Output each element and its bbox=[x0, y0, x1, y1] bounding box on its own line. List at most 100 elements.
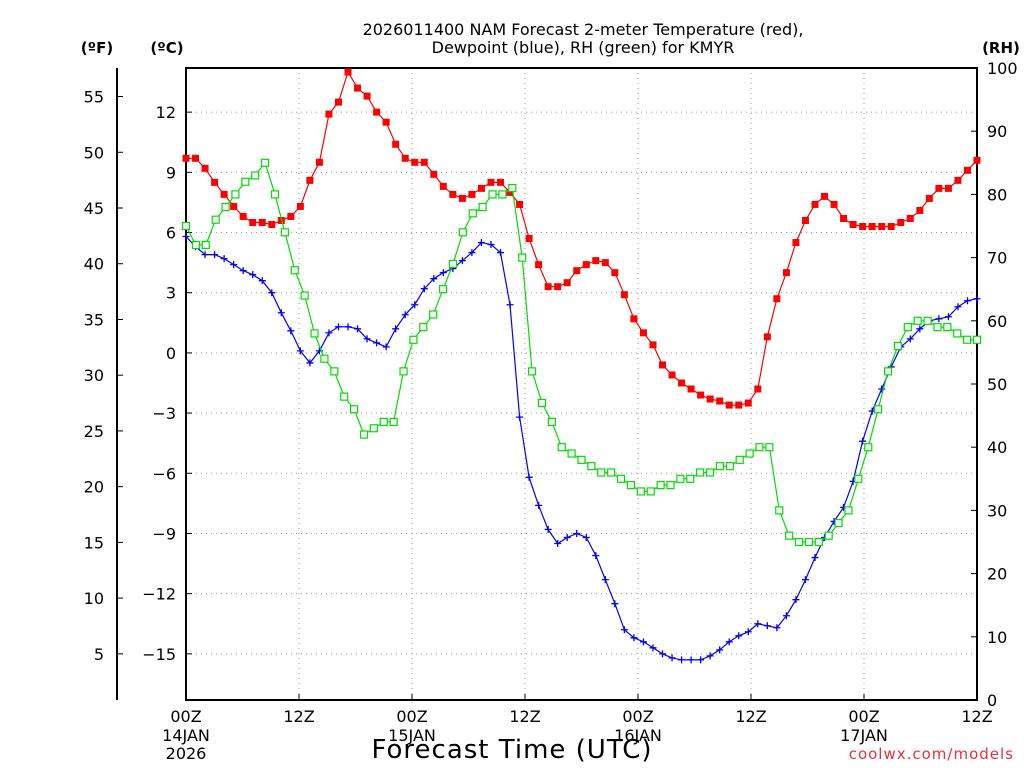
dewpoint-point bbox=[296, 347, 304, 355]
temperature-point bbox=[735, 401, 743, 409]
dewpoint-point bbox=[563, 533, 571, 541]
celsius-tick-label: −9 bbox=[152, 524, 176, 543]
time-tick-label: 12Z bbox=[735, 707, 766, 726]
temperature-point bbox=[792, 239, 800, 247]
rh-point bbox=[824, 531, 833, 540]
rh-point bbox=[676, 474, 685, 483]
rh-point bbox=[755, 443, 764, 452]
temperature-point bbox=[201, 164, 209, 172]
date-tick-label: 15JAN bbox=[388, 726, 436, 745]
rh-point bbox=[241, 177, 250, 186]
year-tick-label: 2026 bbox=[166, 744, 207, 763]
temperature-point bbox=[744, 399, 752, 407]
dewpoint-point bbox=[334, 323, 342, 331]
dewpoint-point bbox=[211, 251, 219, 259]
rh-point bbox=[725, 462, 734, 471]
temperature-point bbox=[849, 220, 857, 228]
celsius-tick-label: −15 bbox=[142, 645, 176, 664]
temperature-point bbox=[544, 283, 552, 291]
dewpoint-point bbox=[735, 632, 743, 640]
fahrenheit-tick-label: 50 bbox=[84, 143, 104, 162]
dewpoint-point bbox=[182, 233, 190, 241]
dewpoint-line bbox=[185, 236, 978, 661]
temperature-point bbox=[668, 371, 676, 379]
dewpoint-point bbox=[954, 303, 962, 311]
celsius-tick-label: 6 bbox=[166, 224, 176, 243]
rh-point bbox=[913, 316, 922, 325]
temperature-point bbox=[821, 192, 829, 200]
rh-unit-label: (RH) bbox=[982, 39, 1020, 57]
fahrenheit-tick-label: 55 bbox=[84, 88, 104, 107]
temperature-point bbox=[296, 202, 304, 210]
dewpoint-point bbox=[706, 652, 714, 660]
dewpoint-point bbox=[668, 654, 676, 662]
dewpoint-point bbox=[477, 239, 485, 247]
series-dewpoint bbox=[182, 233, 981, 664]
dewpoint-point bbox=[392, 325, 400, 333]
dewpoint-point bbox=[201, 251, 209, 259]
temperature-point bbox=[859, 223, 867, 231]
data-series bbox=[181, 68, 982, 664]
rh-point bbox=[369, 424, 378, 433]
rh-point bbox=[379, 417, 388, 427]
dewpoint-point bbox=[744, 628, 752, 636]
rh-point bbox=[775, 506, 784, 515]
rh-point bbox=[567, 449, 576, 458]
dewpoint-point bbox=[725, 638, 733, 646]
temperature-point bbox=[468, 190, 476, 198]
dewpoint-point bbox=[611, 600, 619, 608]
temperature-point bbox=[192, 154, 200, 162]
rh-point bbox=[765, 443, 774, 452]
temperature-point bbox=[963, 166, 971, 174]
time-tick-label: 00Z bbox=[170, 707, 201, 726]
x-axis-title: Forecast Time (UTC) bbox=[371, 735, 652, 765]
rh-tick-label: 100 bbox=[987, 59, 1018, 78]
rh-point bbox=[300, 291, 309, 300]
temperature-point bbox=[840, 214, 848, 222]
dewpoint-point bbox=[935, 315, 943, 323]
temperature-point bbox=[611, 269, 619, 277]
rh-tick-label: 40 bbox=[987, 438, 1007, 457]
dewpoint-point bbox=[811, 554, 819, 562]
rh-point bbox=[666, 481, 675, 490]
dewpoint-point bbox=[516, 413, 524, 421]
dewpoint-point bbox=[639, 638, 647, 646]
dewpoint-point bbox=[458, 257, 466, 265]
temperature-point bbox=[649, 341, 657, 349]
date-tick-label: 16JAN bbox=[614, 726, 662, 745]
rh-point bbox=[310, 329, 319, 338]
rh-point bbox=[715, 462, 725, 471]
temperature-point bbox=[182, 154, 190, 162]
dewpoint-point bbox=[963, 297, 971, 305]
dewpoint-point bbox=[411, 301, 419, 309]
series-temperature bbox=[182, 68, 981, 409]
temperature-point bbox=[639, 329, 647, 337]
temperature-point bbox=[344, 68, 352, 76]
fahrenheit-tick-label: 35 bbox=[84, 310, 104, 329]
rh-point bbox=[972, 335, 982, 344]
chart-title: 2026011400 NAM Forecast 2-meter Temperat… bbox=[363, 20, 804, 57]
rh-point bbox=[883, 367, 893, 376]
temperature-point bbox=[516, 200, 524, 208]
dewpoint-point bbox=[659, 650, 667, 658]
time-tick-label: 00Z bbox=[396, 707, 427, 726]
temperature-point bbox=[659, 361, 667, 369]
rh-point bbox=[261, 158, 270, 167]
gridlines bbox=[186, 68, 977, 700]
temperature-point bbox=[477, 184, 485, 192]
temperature-point bbox=[630, 315, 638, 323]
temperature-point bbox=[449, 190, 457, 198]
celsius-tick-label: 3 bbox=[166, 284, 176, 303]
celsius-tick-label: −6 bbox=[152, 464, 176, 483]
date-tick-label: 14JAN bbox=[162, 726, 210, 745]
rh-point bbox=[923, 316, 932, 325]
dewpoint-point bbox=[754, 620, 762, 628]
dewpoint-point bbox=[973, 295, 981, 303]
rh-point bbox=[448, 259, 458, 269]
time-tick-label: 00Z bbox=[622, 707, 653, 726]
temperature-point bbox=[906, 214, 914, 222]
temperature-point bbox=[334, 98, 342, 106]
temperature-point bbox=[430, 170, 438, 178]
time-tick-label: 12Z bbox=[509, 707, 540, 726]
